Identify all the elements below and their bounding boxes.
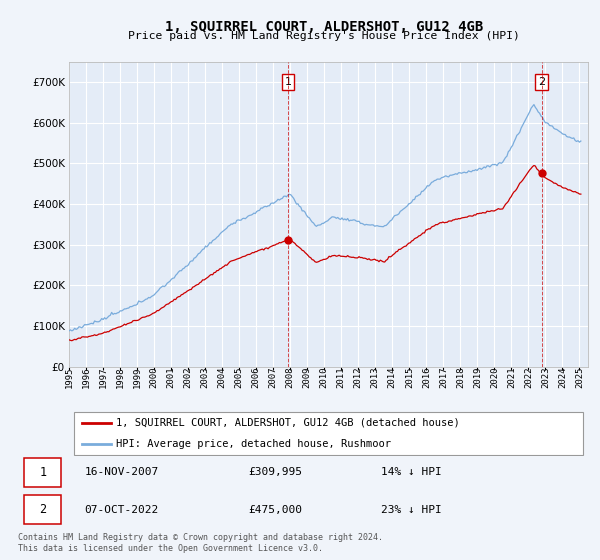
- Text: £475,000: £475,000: [248, 505, 302, 515]
- FancyBboxPatch shape: [24, 458, 61, 487]
- Text: 2025: 2025: [575, 367, 584, 388]
- Text: 1, SQUIRREL COURT, ALDERSHOT, GU12 4GB: 1, SQUIRREL COURT, ALDERSHOT, GU12 4GB: [165, 20, 483, 34]
- Text: 2020: 2020: [490, 367, 499, 388]
- Text: 2024: 2024: [558, 367, 567, 388]
- Text: 2014: 2014: [388, 367, 397, 388]
- Text: 2007: 2007: [269, 367, 278, 388]
- Text: Contains HM Land Registry data © Crown copyright and database right 2024.
This d: Contains HM Land Registry data © Crown c…: [18, 533, 383, 553]
- Text: 2016: 2016: [422, 367, 431, 388]
- Text: 2000: 2000: [149, 367, 158, 388]
- Text: 1995: 1995: [65, 367, 74, 388]
- Text: 2013: 2013: [371, 367, 380, 388]
- Text: 2023: 2023: [541, 367, 550, 388]
- Text: 2004: 2004: [218, 367, 227, 388]
- Text: 16-NOV-2007: 16-NOV-2007: [84, 468, 158, 478]
- Text: 1, SQUIRREL COURT, ALDERSHOT, GU12 4GB (detached house): 1, SQUIRREL COURT, ALDERSHOT, GU12 4GB (…: [116, 418, 460, 428]
- Text: 2022: 2022: [524, 367, 533, 388]
- Text: 07-OCT-2022: 07-OCT-2022: [84, 505, 158, 515]
- Text: 2021: 2021: [507, 367, 516, 388]
- FancyBboxPatch shape: [24, 495, 61, 524]
- Text: 2012: 2012: [354, 367, 363, 388]
- Text: 2008: 2008: [286, 367, 295, 388]
- Text: Price paid vs. HM Land Registry's House Price Index (HPI): Price paid vs. HM Land Registry's House …: [128, 31, 520, 41]
- Text: 2015: 2015: [405, 367, 414, 388]
- Text: 1: 1: [39, 466, 46, 479]
- Text: 1: 1: [284, 77, 292, 87]
- Text: 1999: 1999: [133, 367, 142, 388]
- Text: 2018: 2018: [456, 367, 465, 388]
- Text: 2006: 2006: [251, 367, 260, 388]
- Text: 2017: 2017: [439, 367, 448, 388]
- Text: 2009: 2009: [303, 367, 312, 388]
- Text: 1997: 1997: [98, 367, 107, 388]
- Text: 2001: 2001: [167, 367, 176, 388]
- Text: 2019: 2019: [473, 367, 482, 388]
- Text: 2002: 2002: [184, 367, 193, 388]
- Text: 2011: 2011: [337, 367, 346, 388]
- Text: 2005: 2005: [235, 367, 244, 388]
- Text: 23% ↓ HPI: 23% ↓ HPI: [381, 505, 442, 515]
- Text: HPI: Average price, detached house, Rushmoor: HPI: Average price, detached house, Rush…: [116, 439, 391, 449]
- Text: 2010: 2010: [320, 367, 329, 388]
- Text: 14% ↓ HPI: 14% ↓ HPI: [381, 468, 442, 478]
- FancyBboxPatch shape: [74, 412, 583, 455]
- Text: 2: 2: [538, 77, 545, 87]
- Text: 1998: 1998: [116, 367, 125, 388]
- Text: 2003: 2003: [200, 367, 209, 388]
- Text: 2: 2: [39, 503, 46, 516]
- Text: £309,995: £309,995: [248, 468, 302, 478]
- Text: 1996: 1996: [82, 367, 91, 388]
